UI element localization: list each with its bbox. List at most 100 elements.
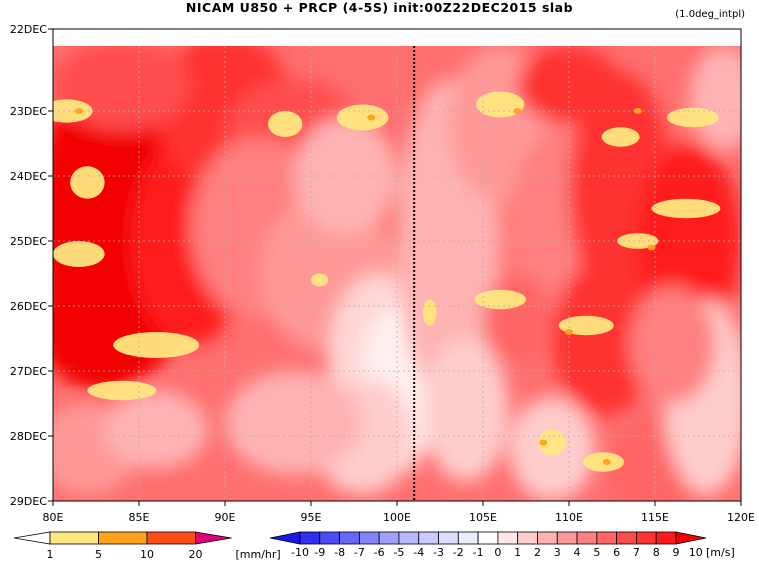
prcp-colorbar-cell-3 <box>146 531 196 545</box>
u850-colorbar-label-17: 7 <box>633 546 640 559</box>
prcp-patch-3 <box>268 111 303 137</box>
prcp-patch-6 <box>601 127 640 147</box>
prcp-core-6 <box>539 439 548 446</box>
prcp-patch-0 <box>53 99 93 123</box>
u850-colorbar-cell-7 <box>418 531 439 545</box>
u850-patch-12 <box>224 371 363 475</box>
u850-colorbar-cell-18 <box>636 531 657 545</box>
x-tick-label-120E: 120E <box>727 511 755 524</box>
u850-colorbar-cell-12 <box>517 531 538 545</box>
u850-colorbar-label-15: 5 <box>593 546 600 559</box>
u850-colorbar-label-6: -4 <box>413 546 424 559</box>
u850-shading <box>53 46 741 501</box>
u850-colorbar-cell-13 <box>537 531 558 545</box>
y-tick-label-27DEC: 27DEC <box>10 365 47 378</box>
y-tick-label-28DEC: 28DEC <box>10 430 47 443</box>
u850-colorbar-label-13: 3 <box>554 546 561 559</box>
u850-colorbar-label-0: -10 <box>291 546 309 559</box>
u850-colorbar-cell-2 <box>319 531 340 545</box>
prcp-patch-2 <box>53 241 105 267</box>
u850-colorbar-cell-6 <box>398 531 420 545</box>
x-tick-label-80E: 80E <box>43 511 64 524</box>
u850-colorbar-label-8: -2 <box>453 546 464 559</box>
u850-patch-14 <box>422 338 509 482</box>
prcp-unit: [mm/hr] <box>236 548 281 561</box>
prcp-core-2 <box>633 108 642 114</box>
y-tick-label-24DEC: 24DEC <box>10 170 47 183</box>
u850-colorbar-label-2: -8 <box>334 546 345 559</box>
y-tick-label-26DEC: 26DEC <box>10 300 47 313</box>
u850-colorbar-label-1: -9 <box>314 546 325 559</box>
u850-colorbar-label-11: 1 <box>514 546 521 559</box>
u850-patch-19 <box>551 260 656 417</box>
prcp-colorbar-label-20: 20 <box>189 548 203 561</box>
x-tick-label-90E: 90E <box>215 511 236 524</box>
u850-colorbar-label-7: -3 <box>433 546 444 559</box>
u850-colorbar-label-20: 10 <box>689 546 703 559</box>
u850-colorbar-cell-3 <box>339 531 360 545</box>
x-tick-label-110E: 110E <box>555 511 583 524</box>
u850-patch-8 <box>293 117 397 235</box>
u850-colorbar-label-5: -5 <box>393 546 404 559</box>
u850-colorbar-label-18: 8 <box>653 546 660 559</box>
prcp-patch-12 <box>113 332 200 358</box>
prcp-colorbar-arrow-high <box>195 531 232 545</box>
u850-colorbar-cell-10 <box>477 531 499 545</box>
x-tick-label-100E: 100E <box>383 511 411 524</box>
u850-patch-25 <box>483 273 552 365</box>
u850-patch-27 <box>689 46 741 150</box>
u850-unit: [m/s] <box>706 546 735 559</box>
prcp-patch-11 <box>558 315 614 336</box>
prcp-patch-13 <box>87 380 157 401</box>
u850-colorbar-arrow-low <box>269 531 301 545</box>
u850-colorbar-label-10: 0 <box>494 546 501 559</box>
prcp-colorbar-label-1: 1 <box>47 548 54 561</box>
prcp-patch-4 <box>336 104 389 131</box>
u850-colorbar-label-12: 2 <box>534 546 541 559</box>
u850-colorbar-cell-5 <box>378 531 400 545</box>
u850-colorbar-cell-8 <box>438 531 459 545</box>
y-tick-label-23DEC: 23DEC <box>10 105 47 118</box>
u850-colorbar-cell-9 <box>457 531 479 545</box>
prcp-core-7 <box>602 459 611 465</box>
u850-colorbar-label-14: 4 <box>574 546 581 559</box>
u850-colorbar-cell-11 <box>497 531 519 545</box>
u850-colorbar-cell-16 <box>596 531 618 545</box>
prcp-patch-1 <box>70 166 105 199</box>
u850-colorbar-cell-14 <box>556 531 578 545</box>
chart-title: NICAM U850 + PRCP (4-5S) init:00Z22DEC20… <box>185 0 574 15</box>
u850-colorbar-arrow-high <box>675 531 707 545</box>
u850-colorbar-label-3: -7 <box>354 546 365 559</box>
prcp-core-5 <box>647 244 656 251</box>
u850-colorbar-label-9: -1 <box>473 546 484 559</box>
prcp-patch-17 <box>311 273 329 287</box>
prcp-core-0 <box>367 114 376 121</box>
u850-colorbar-label-19: 9 <box>673 546 680 559</box>
prcp-patch-8 <box>651 198 721 219</box>
prcp-colorbar-label-5: 5 <box>95 548 102 561</box>
y-tick-label-22DEC: 22DEC <box>10 23 47 36</box>
prcp-colorbar-cell-1 <box>49 531 99 545</box>
prcp-patch-16 <box>422 299 437 326</box>
u850-colorbar-cell-4 <box>358 531 380 545</box>
interpolation-note: (1.0deg_intpl) <box>675 9 745 20</box>
x-tick-label-95E: 95E <box>301 511 322 524</box>
u850-colorbar-cell-17 <box>616 531 637 545</box>
y-tick-label-29DEC: 29DEC <box>10 495 47 508</box>
u850-colorbar-cell-15 <box>576 531 598 545</box>
u850-patch-26 <box>517 46 621 124</box>
x-tick-label-105E: 105E <box>469 511 497 524</box>
prcp-core-1 <box>513 108 522 114</box>
prcp-patch-9 <box>617 233 659 249</box>
prcp-colorbar-arrow-low <box>13 531 51 545</box>
u850-patch-23 <box>104 390 208 469</box>
u850-colorbar-cell-1 <box>299 531 321 545</box>
x-tick-label-85E: 85E <box>129 511 150 524</box>
u850-colorbar-label-16: 6 <box>613 546 620 559</box>
u850-patch-29 <box>629 286 716 404</box>
prcp-colorbar-cell-2 <box>98 531 148 545</box>
u850-colorbar-cell-19 <box>655 531 677 545</box>
prcp-colorbar-label-10: 10 <box>140 548 154 561</box>
prcp-patch-10 <box>474 289 526 310</box>
